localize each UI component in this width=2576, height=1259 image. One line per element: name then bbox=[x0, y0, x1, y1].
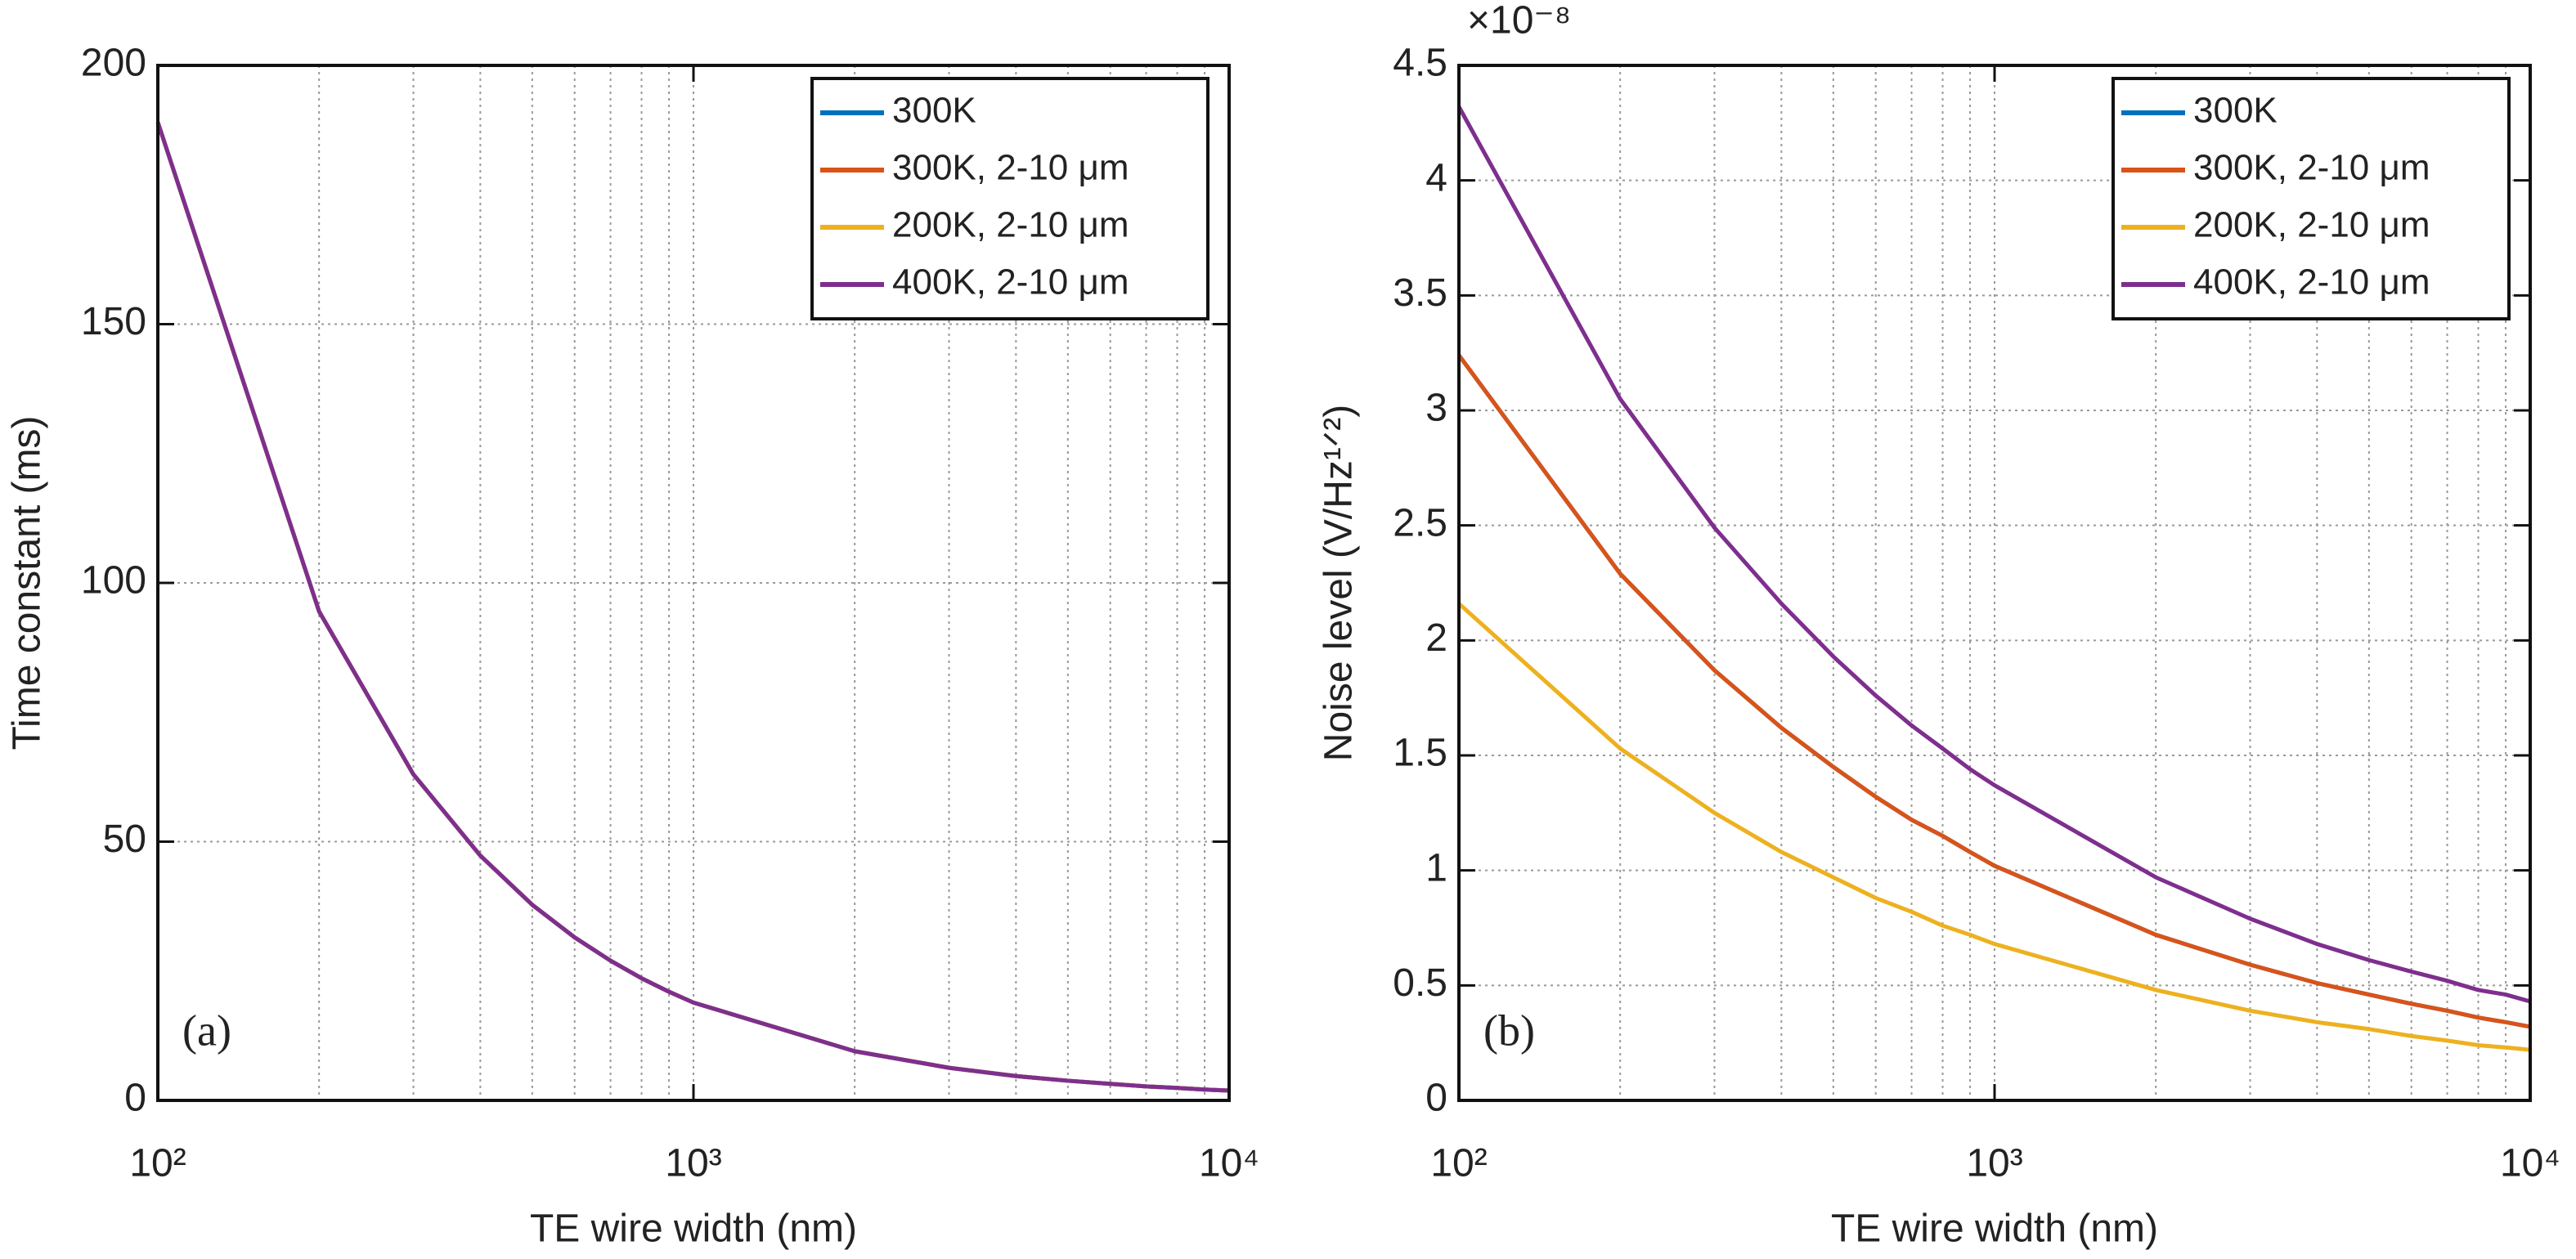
legend-box bbox=[2112, 77, 2511, 320]
axis-label: Noise level (V/Hz¹ᐟ²) bbox=[1317, 405, 1361, 761]
x-tick-label: 10² bbox=[1430, 1142, 1487, 1185]
legend-label: 300K bbox=[892, 91, 976, 131]
x-tick-label: 10² bbox=[129, 1142, 186, 1185]
y-tick-label: 50 bbox=[103, 818, 146, 861]
y-tick-label: 100 bbox=[81, 559, 146, 603]
x-tick-label: 10³ bbox=[1966, 1142, 2022, 1185]
legend-box bbox=[810, 77, 1209, 320]
legend-label: 300K, 2-10 μm bbox=[892, 148, 1129, 188]
y-tick-label: 1.5 bbox=[1393, 732, 1447, 775]
y-tick-label: 0.5 bbox=[1393, 961, 1447, 1005]
y-tick-label: 3.5 bbox=[1393, 271, 1447, 315]
legend-label: 200K, 2-10 μm bbox=[2193, 205, 2430, 245]
data-line bbox=[155, 121, 1230, 1093]
axis-multiplier: ×10⁻⁸ bbox=[1467, 0, 1571, 43]
plot-frame bbox=[1457, 64, 2532, 1102]
annotation: (a) bbox=[182, 1006, 231, 1055]
axis-label: TE wire width (nm) bbox=[1831, 1207, 2158, 1251]
y-tick-label: 4 bbox=[1425, 156, 1447, 199]
y-tick-label: 0 bbox=[1425, 1077, 1447, 1120]
legend-label: 300K, 2-10 μm bbox=[2193, 148, 2430, 188]
legend-label: 400K, 2-10 μm bbox=[892, 262, 1129, 302]
y-tick-label: 4.5 bbox=[1393, 42, 1447, 85]
chart: 10² 10³ 10⁴ 0 0.5 1 1.5 2 2.5 3 3.5 4 4.5 TE wire wid… bbox=[1317, 0, 2560, 1251]
legend: 300K 300K, 2-10 μm 200K, 2-10 μm 400K, 2-10… bbox=[810, 77, 1209, 320]
data-line bbox=[1456, 353, 2531, 1029]
y-tick-label: 1 bbox=[1425, 846, 1447, 889]
legend-label: 300K bbox=[2193, 91, 2278, 131]
data-line bbox=[1457, 602, 2531, 1052]
axis-label: Time constant (ms) bbox=[6, 416, 49, 750]
chart: 10² 10³ 10⁴ 0 50 100 150 200 TE wire width (nm) T… bbox=[6, 42, 1259, 1251]
y-tick-label: 200 bbox=[81, 42, 146, 85]
legend-label: 200K, 2-10 μm bbox=[892, 205, 1129, 245]
y-tick-label: 2 bbox=[1425, 616, 1447, 660]
y-tick-label: 2.5 bbox=[1393, 501, 1447, 544]
annotation: (b) bbox=[1483, 1006, 1535, 1055]
y-tick-label: 0 bbox=[124, 1077, 146, 1120]
plot-frame bbox=[156, 64, 1231, 1102]
y-tick-label: 3 bbox=[1425, 387, 1447, 430]
x-tick-label: 10⁴ bbox=[1199, 1142, 1259, 1185]
x-tick-label: 10³ bbox=[665, 1142, 721, 1185]
axis-label: TE wire width (nm) bbox=[530, 1207, 857, 1251]
y-tick-label: 150 bbox=[81, 300, 146, 343]
data-line bbox=[1456, 105, 2531, 1004]
legend: 300K 300K, 2-10 μm 200K, 2-10 μm 400K, 2-10… bbox=[2112, 77, 2511, 320]
x-tick-label: 10⁴ bbox=[2500, 1142, 2560, 1185]
legend-label: 400K, 2-10 μm bbox=[2193, 262, 2430, 302]
